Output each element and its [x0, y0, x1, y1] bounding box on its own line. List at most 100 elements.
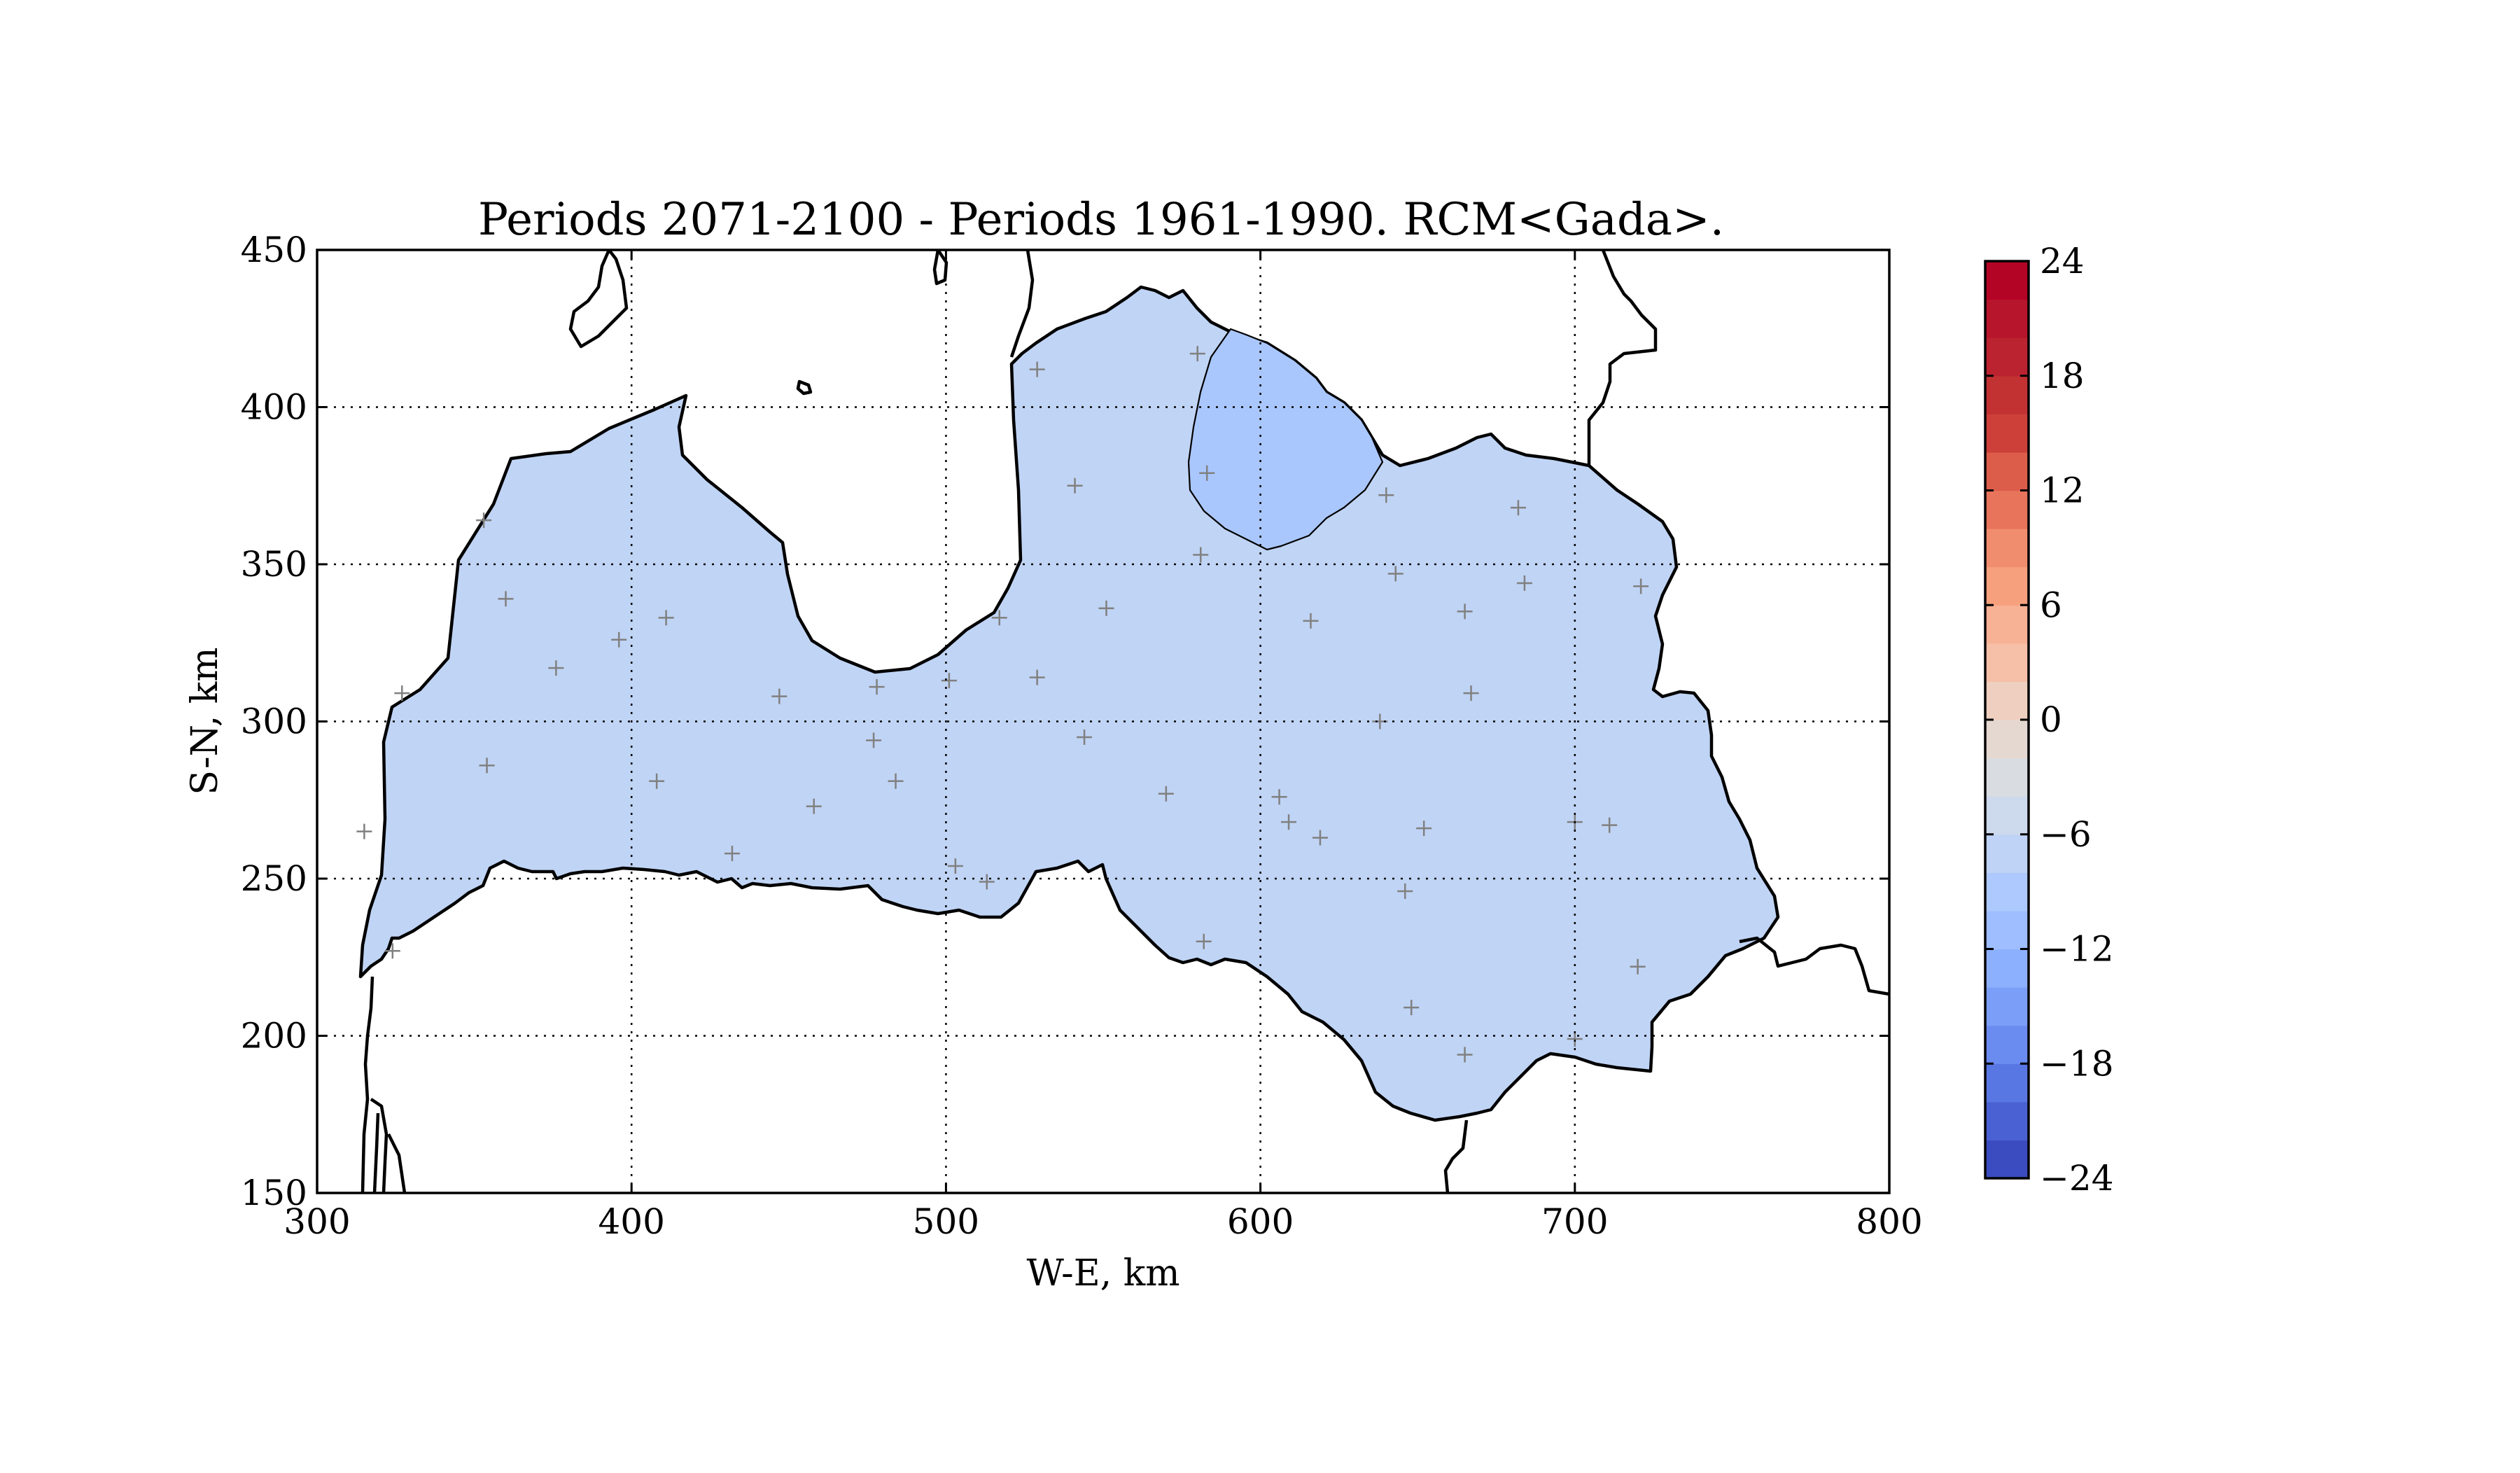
coastlines	[360, 250, 1889, 1193]
station-marker	[1397, 883, 1413, 899]
colorbar-bin	[1985, 375, 2029, 414]
station-marker	[394, 685, 410, 701]
station-marker	[658, 610, 674, 626]
colorbar-tick-label: −24	[2040, 1158, 2114, 1199]
station-marker	[1077, 729, 1093, 745]
station-marker	[1029, 361, 1045, 377]
colorbar-bin	[1985, 796, 2029, 835]
station-marker	[1416, 821, 1432, 837]
station-marker	[548, 660, 564, 676]
x-tick-label: 800	[1856, 1201, 1922, 1242]
station-marker	[1193, 547, 1209, 563]
station-marker	[724, 846, 740, 862]
station-marker	[1196, 933, 1212, 949]
station-marker	[979, 874, 995, 890]
colorbar-bin	[1985, 490, 2029, 529]
colorbar-tick-label: −12	[2040, 929, 2114, 970]
colorbar-bin	[1985, 758, 2029, 797]
station-marker	[1378, 487, 1394, 503]
station-marker	[479, 758, 495, 774]
colorbar-tick-label: 6	[2040, 585, 2062, 625]
contour-region-main	[358, 285, 1780, 1122]
station-marker	[384, 943, 400, 959]
colorbar-bin	[1985, 1063, 2029, 1103]
colorbar-bin	[1985, 681, 2029, 720]
colorbar-bin	[1985, 605, 2029, 644]
station-marker	[649, 773, 665, 789]
colorbar-bin	[1985, 949, 2029, 988]
colorbar-bin	[1985, 1140, 2029, 1179]
y-axis-ticks: 150 200 250 300 350 400 450	[241, 230, 1889, 1213]
station-marker	[1510, 500, 1526, 516]
border-east	[1739, 936, 1889, 996]
colorbar-tick-label: 18	[2040, 356, 2085, 396]
colorbar-bin	[1985, 643, 2029, 683]
colorbar-bin	[1985, 337, 2029, 377]
station-marker	[866, 732, 882, 748]
station-marker	[1457, 1047, 1473, 1063]
colorbar-bin	[1985, 529, 2029, 568]
station-marker	[806, 798, 822, 814]
station-marker	[1633, 578, 1649, 594]
station-marker	[1271, 789, 1287, 805]
border-south	[1443, 1119, 1469, 1193]
colorbar-tick-label: −18	[2040, 1043, 2114, 1084]
station-marker	[771, 688, 788, 704]
station-marker	[869, 679, 885, 695]
y-tick-label: 400	[241, 387, 307, 428]
station-marker	[1516, 575, 1532, 591]
station-marker	[1567, 1031, 1583, 1047]
x-tick-label: 400	[598, 1201, 664, 1242]
colorbar-bin	[1985, 452, 2029, 491]
contour-region-north	[1187, 328, 1384, 551]
station-marker	[941, 673, 957, 689]
island-small-1	[932, 250, 948, 286]
colorbar-bin	[1985, 872, 2029, 912]
station-marker	[1098, 600, 1114, 616]
island-saaremaa	[568, 250, 629, 349]
colorbar-bin	[1985, 261, 2029, 300]
colorbar-tick-label: 12	[2040, 470, 2085, 511]
station-marker	[1189, 346, 1205, 362]
y-tick-label: 150	[241, 1173, 307, 1213]
station-marker	[991, 610, 1007, 626]
station-marker	[498, 591, 514, 607]
station-marker	[1029, 669, 1045, 685]
x-tick-label: 700	[1541, 1201, 1608, 1242]
colorbar-bin	[1985, 1101, 2029, 1141]
grid-lines	[317, 250, 1889, 1193]
station-marker	[1067, 477, 1083, 494]
chart-title: Periods 2071-2100 - Periods 1961-1990. R…	[478, 194, 1724, 246]
colorbar	[1984, 260, 2030, 1180]
x-axis-label: W-E, km	[1026, 1252, 1180, 1294]
colorbar-bin	[1985, 1025, 2029, 1064]
colorbar-bin	[1985, 720, 2029, 759]
colorbar-tick-label: −6	[2040, 814, 2092, 855]
curonian-spit	[370, 1098, 407, 1193]
station-marker	[1281, 814, 1297, 830]
y-tick-label: 200	[241, 1016, 307, 1056]
station-marker	[1199, 465, 1215, 481]
station-marker	[888, 773, 904, 789]
station-marker	[1303, 613, 1319, 629]
station-marker	[1158, 786, 1174, 802]
colorbar-bin	[1985, 299, 2029, 338]
station-marker	[947, 858, 963, 874]
station-markers	[356, 346, 1649, 1063]
station-marker	[1312, 830, 1328, 846]
colorbar-bin	[1985, 987, 2029, 1026]
station-marker	[1457, 603, 1473, 620]
station-marker	[1602, 817, 1618, 833]
x-tick-label: 600	[1227, 1201, 1294, 1242]
border-northeast	[1587, 250, 1658, 466]
y-tick-label: 250	[241, 858, 307, 899]
station-marker	[1630, 958, 1646, 975]
station-marker	[1463, 685, 1479, 701]
station-marker	[611, 631, 627, 648]
x-axis-ticks: 300 400 500 600 700 800	[284, 250, 1923, 1242]
coast-estonia	[1009, 250, 1035, 358]
y-tick-label: 300	[241, 701, 307, 742]
y-tick-label: 450	[241, 230, 307, 270]
colorbar-tick-label: 0	[2040, 699, 2062, 740]
